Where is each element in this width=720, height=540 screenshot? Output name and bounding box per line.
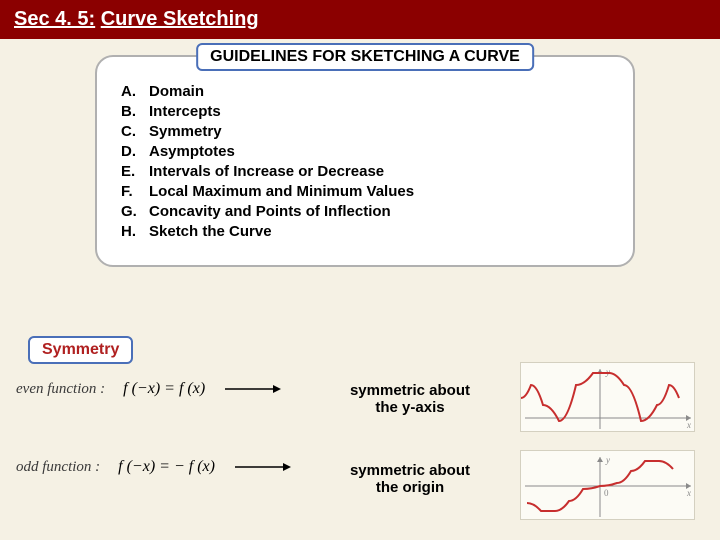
title-text: Curve Sketching xyxy=(101,8,259,30)
guideline-label: Intervals of Increase or Decrease xyxy=(149,163,384,180)
guideline-letter: H. xyxy=(121,223,143,240)
guideline-label: Domain xyxy=(149,83,204,100)
svg-text:0: 0 xyxy=(604,488,609,498)
even-sym-line2: the y-axis xyxy=(375,399,444,416)
even-chart: yx xyxy=(520,362,695,432)
even-sym-line1: symmetric about xyxy=(350,382,470,399)
even-equation: f (−x) = f (x) xyxy=(123,380,205,398)
guideline-letter: A. xyxy=(121,83,143,100)
guideline-item: F. Local Maximum and Minimum Values xyxy=(121,183,609,200)
guideline-item: G. Concavity and Points of Inflection xyxy=(121,203,609,220)
even-type-label: even function : xyxy=(16,381,105,398)
guideline-item: H. Sketch the Curve xyxy=(121,223,609,240)
guideline-list: A. Domain B. Intercepts C. Symmetry D. Asymp… xyxy=(121,83,609,240)
guideline-letter: C. xyxy=(121,123,143,140)
svg-text:y: y xyxy=(605,455,610,465)
odd-sym-line2: the origin xyxy=(376,479,444,496)
title-bar: Sec 4. 5: Curve Sketching xyxy=(0,0,720,39)
guideline-label: Symmetry xyxy=(149,123,222,140)
svg-text:x: x xyxy=(686,420,691,430)
odd-chart: y x 0 xyxy=(520,450,695,520)
section-label: Symmetry xyxy=(28,336,133,364)
odd-equation: f (−x) = − f (x) xyxy=(118,458,215,476)
svg-text:x: x xyxy=(686,488,691,498)
odd-type-label: odd function : xyxy=(16,459,100,476)
arrow-icon xyxy=(233,460,293,474)
even-function-row: even function : f (−x) = f (x) xyxy=(16,380,283,398)
title-prefix: Sec 4. 5: xyxy=(14,8,95,30)
guideline-label: Local Maximum and Minimum Values xyxy=(149,183,414,200)
guideline-item: E. Intervals of Increase or Decrease xyxy=(121,163,609,180)
guideline-item: C. Symmetry xyxy=(121,123,609,140)
guideline-letter: D. xyxy=(121,143,143,160)
arrow-icon xyxy=(223,382,283,396)
guidelines-box: GUIDELINES FOR SKETCHING A CURVE A.Domai… xyxy=(95,55,635,267)
guideline-letter: E. xyxy=(121,163,143,180)
guideline-letter: G. xyxy=(121,203,143,220)
guideline-item: D. Asymptotes xyxy=(121,143,609,160)
odd-symmetry-text: symmetric about the origin xyxy=(340,462,480,496)
odd-sym-line1: symmetric about xyxy=(350,462,470,479)
even-symmetry-text: symmetric about the y-axis xyxy=(340,382,480,416)
guideline-letter: F. xyxy=(121,183,143,200)
guideline-label: Intercepts xyxy=(149,103,221,120)
guideline-label: Sketch the Curve xyxy=(149,223,272,240)
guidelines-heading: GUIDELINES FOR SKETCHING A CURVE xyxy=(196,43,534,71)
guideline-label: Asymptotes xyxy=(149,143,235,160)
guideline-item: B. Intercepts xyxy=(121,103,609,120)
guideline-letter: B. xyxy=(121,103,143,120)
guideline-item: A. Domain xyxy=(121,83,609,100)
guideline-label: Concavity and Points of Inflection xyxy=(149,203,391,220)
odd-function-row: odd function : f (−x) = − f (x) xyxy=(16,458,293,476)
